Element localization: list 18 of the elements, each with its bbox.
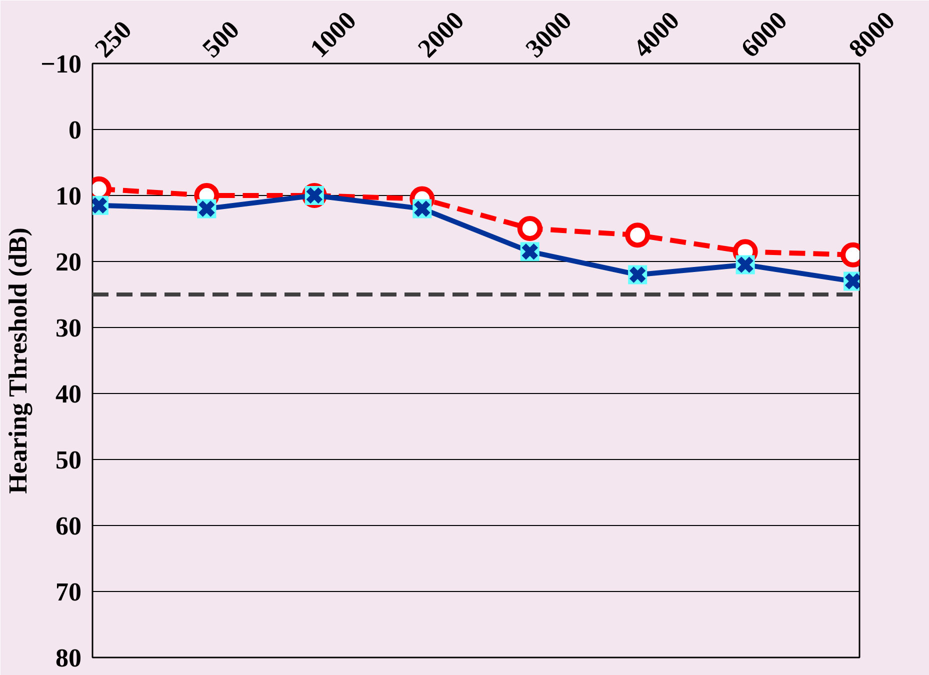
y-tick-label: 20 (56, 248, 82, 276)
y-tick-label: −10 (40, 50, 82, 78)
y-tick-label: 0 (68, 116, 82, 144)
y-tick-label: 80 (56, 644, 82, 672)
point (517, 216, 542, 241)
y-tick-label: 60 (56, 512, 82, 540)
y-tick-label: 30 (56, 314, 82, 342)
y-tick-label: 40 (56, 380, 82, 408)
x-tick-label: 250 (89, 15, 138, 64)
x-tick-label: 4000 (628, 6, 685, 64)
y-tick-label: 10 (56, 182, 82, 210)
y-tick-label: 70 (56, 578, 82, 606)
point (625, 222, 650, 248)
y-axis-title: Hearing Threshold (dB) (4, 228, 33, 494)
x-tick-label: 8000 (843, 6, 900, 64)
x-tick-label: 6000 (735, 6, 793, 64)
y-tick-label: 50 (56, 446, 82, 474)
x-tick-label: 500 (196, 15, 245, 64)
